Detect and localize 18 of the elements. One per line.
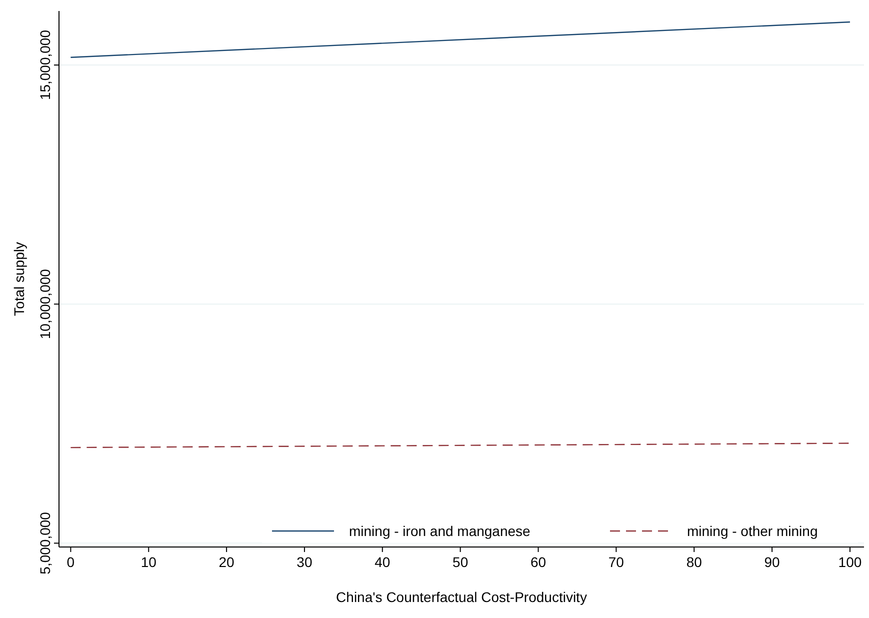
legend-label: mining - iron and manganese: [349, 523, 531, 539]
legend-label: mining - other mining: [687, 523, 818, 539]
x-tick-label: 90: [764, 554, 780, 570]
x-tick-label: 100: [838, 554, 862, 570]
x-axis-title: China's Counterfactual Cost-Productivity: [336, 589, 587, 605]
y-tick-label: 10,000,000: [37, 268, 53, 340]
x-tick-label: 10: [140, 554, 157, 570]
y-axis-title: Total supply: [11, 242, 27, 316]
x-tick-label: 60: [530, 554, 546, 570]
y-tick-label: 15,000,000: [37, 30, 53, 100]
x-tick-label: 80: [686, 554, 702, 570]
x-tick-label: 20: [218, 554, 235, 570]
x-tick-label: 70: [608, 554, 624, 570]
x-tick-label: 0: [66, 554, 75, 570]
x-tick-label: 50: [452, 554, 468, 570]
y-tick-label: 5,000,000: [37, 512, 53, 574]
x-tick-label: 30: [296, 554, 312, 570]
x-tick-label: 40: [374, 554, 390, 570]
